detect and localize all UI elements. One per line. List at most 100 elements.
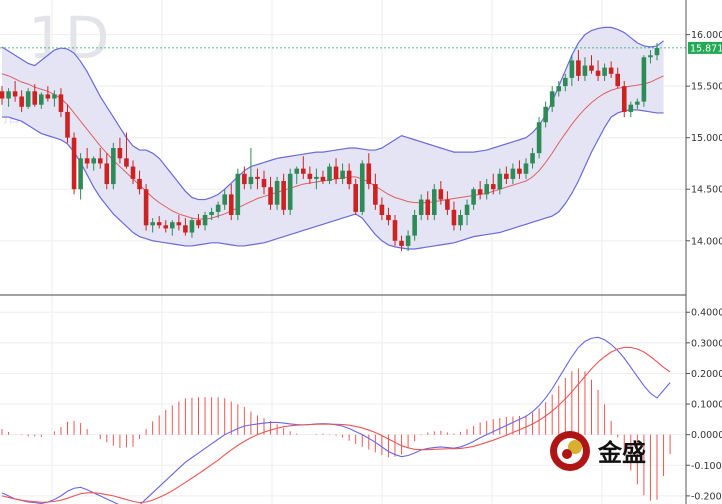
- candle-body: [143, 189, 149, 226]
- candlesticks: [0, 42, 660, 252]
- candle-body: [228, 194, 234, 215]
- candle-body: [530, 153, 535, 164]
- candle-body: [576, 60, 581, 76]
- candle-body: [425, 199, 431, 215]
- signal-line: [1, 346, 671, 504]
- candle-body: [602, 67, 607, 76]
- candle-body: [504, 173, 509, 179]
- candle-body: [0, 91, 5, 99]
- candle-body: [412, 215, 417, 236]
- candle-body: [202, 215, 208, 226]
- candle-body: [163, 225, 169, 229]
- macd-lines: [1, 336, 671, 504]
- current-price-label: 15.871: [688, 41, 722, 54]
- candle-body: [39, 94, 44, 105]
- price-tick-label: 16.000: [691, 30, 722, 41]
- candle-body: [608, 67, 614, 74]
- candle-body: [471, 189, 476, 205]
- candle-body: [392, 220, 398, 241]
- candle-body: [71, 137, 77, 190]
- candle-body: [628, 104, 634, 112]
- candle-body: [582, 65, 588, 76]
- candle-body: [189, 220, 195, 233]
- candle-body: [255, 176, 260, 179]
- candle-body: [517, 168, 522, 174]
- candle-body: [150, 222, 155, 226]
- candle-body: [209, 211, 214, 215]
- candle-body: [6, 91, 11, 99]
- bollinger-lower-line: [2, 109, 664, 250]
- candle-body: [91, 158, 96, 164]
- candle-body: [366, 163, 372, 185]
- candle-body: [536, 122, 542, 154]
- macd-line: [1, 336, 671, 504]
- candle-body: [510, 168, 516, 179]
- price-tick-label: 14.500: [691, 185, 722, 196]
- candle-body: [52, 94, 57, 99]
- current-price-value: 15.871: [690, 43, 722, 54]
- candle-body: [477, 189, 483, 195]
- candle-body: [215, 204, 221, 212]
- candle-body: [274, 180, 280, 205]
- candle-body: [379, 204, 385, 215]
- candle-body: [12, 91, 18, 97]
- brand-logo: 金盛: [550, 431, 646, 471]
- candle-body: [97, 158, 103, 164]
- candle-body: [268, 187, 273, 205]
- candle-body: [65, 111, 70, 138]
- candle-body: [19, 96, 24, 107]
- candle-body: [84, 158, 90, 164]
- candle-body: [320, 176, 326, 181]
- candle-body: [386, 215, 391, 221]
- candle-body: [117, 148, 123, 159]
- candle-body: [111, 148, 116, 185]
- candle-body: [569, 60, 575, 78]
- candle-body: [137, 178, 142, 190]
- candle-body: [418, 199, 424, 215]
- price-tick-label: 15.500: [691, 82, 722, 93]
- candle-body: [635, 101, 640, 105]
- candle-body: [307, 173, 313, 179]
- candle-body: [314, 176, 319, 179]
- candle-body: [563, 77, 568, 87]
- candle-body: [490, 184, 496, 190]
- candle-body: [654, 48, 660, 56]
- candle-body: [405, 235, 411, 246]
- candle-body: [432, 189, 437, 215]
- candle-body: [399, 240, 404, 246]
- candle-body: [543, 106, 548, 123]
- price-axis: 14.000 14.500 15.000 15.500 16.000: [686, 30, 722, 247]
- candle-body: [484, 184, 489, 195]
- candle-body: [451, 209, 457, 226]
- candle-body: [464, 204, 470, 215]
- candle-body: [615, 73, 620, 87]
- candle-body: [235, 173, 241, 215]
- candle-body: [196, 220, 201, 226]
- candle-body: [287, 173, 293, 210]
- candle-body: [648, 55, 653, 58]
- candle-body: [176, 222, 182, 226]
- candle-body: [333, 166, 339, 179]
- candle-body: [621, 86, 627, 112]
- candle-body: [556, 86, 562, 92]
- candle-body: [156, 222, 162, 226]
- candle-body: [130, 166, 136, 179]
- candle-body: [294, 168, 300, 174]
- candle-body: [458, 215, 463, 226]
- candle-body: [170, 222, 175, 229]
- candle-body: [438, 189, 444, 200]
- candle-body: [346, 170, 352, 185]
- candle-body: [25, 91, 31, 107]
- macd-histogram: [1, 368, 671, 501]
- candle-body: [359, 163, 365, 212]
- candle-body: [445, 199, 450, 210]
- candle-body: [222, 194, 227, 205]
- candle-body: [32, 91, 38, 105]
